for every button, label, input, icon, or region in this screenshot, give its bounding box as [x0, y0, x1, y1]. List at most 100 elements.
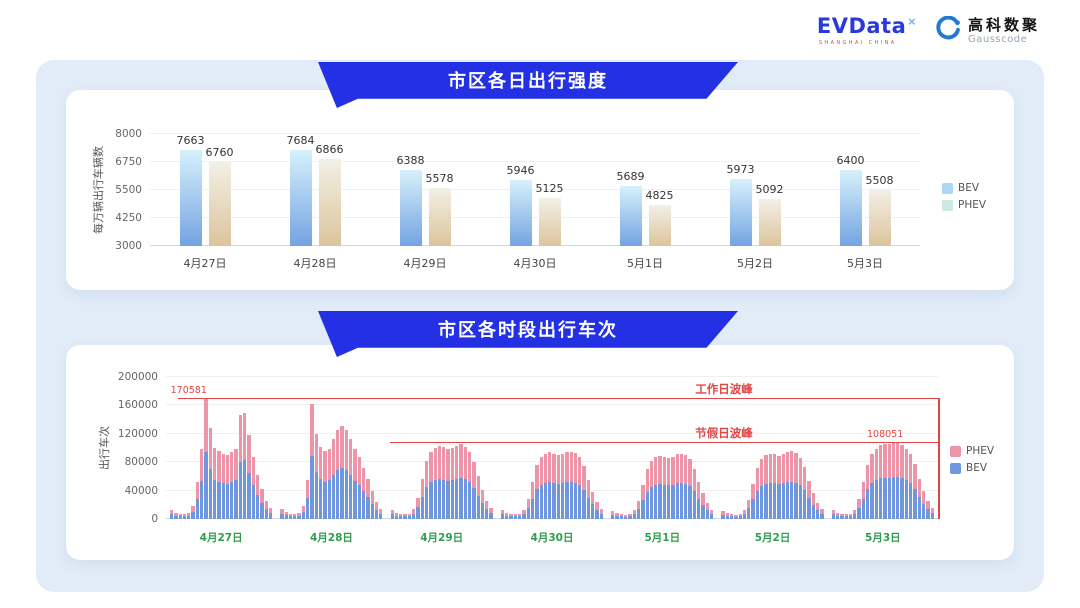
- phev-segment: [518, 513, 522, 517]
- evdata-subtext: SHANGHAI CHINA: [818, 40, 897, 46]
- phev-segment: [883, 443, 887, 478]
- stacked-hour-bar: [848, 513, 853, 519]
- phev-segment: [909, 454, 913, 484]
- legend-item-bev[interactable]: BEV: [950, 462, 994, 474]
- stacked-hour-bar: [212, 448, 217, 519]
- y-axis-tick: 40000: [124, 484, 158, 497]
- legend-label: BEV: [958, 182, 980, 194]
- stacked-hour-bar: [539, 456, 543, 519]
- stacked-hour-bar: [323, 450, 327, 519]
- stacked-hour-bar: [721, 511, 725, 519]
- stacked-hour-bar: [853, 509, 857, 519]
- stacked-hour-bar: [178, 514, 182, 519]
- phev-segment: [742, 510, 747, 515]
- phev-segment: [811, 492, 815, 505]
- phev-segment: [327, 448, 331, 481]
- stacked-hour-bar: [636, 500, 641, 519]
- phev-segment: [476, 476, 480, 496]
- stacked-hour-bar: [234, 448, 238, 519]
- stacked-hour-bar: [513, 514, 518, 519]
- phev-segment: [260, 489, 264, 503]
- phev-segment: [195, 482, 200, 499]
- legend-item-phev[interactable]: PHEV: [942, 199, 986, 211]
- stacked-hour-bar: [615, 513, 619, 519]
- stacked-hour-bar: [195, 482, 200, 519]
- bar-value-label: 5946: [506, 164, 535, 178]
- legend-item-phev[interactable]: PHEV: [950, 445, 994, 457]
- stacked-hour-bar: [543, 453, 548, 519]
- stacked-hour-bar: [913, 464, 917, 519]
- phev-segment: [255, 474, 260, 495]
- phev-segment: [785, 452, 790, 483]
- stacked-hour-bar: [840, 514, 844, 519]
- bev-bar: [509, 180, 532, 246]
- phev-segment: [615, 513, 619, 516]
- phev-segment: [738, 514, 742, 517]
- bar-with-label: 6400: [836, 134, 865, 246]
- stacked-hour-bar: [878, 445, 883, 519]
- stacked-hour-bar: [238, 415, 243, 519]
- phev-segment: [641, 484, 645, 501]
- stacked-hour-bar: [379, 509, 383, 519]
- phev-segment: [835, 512, 840, 516]
- bar-value-label: 6400: [836, 153, 865, 167]
- stacked-hour-bar: [306, 479, 310, 519]
- gridline: [166, 489, 938, 491]
- gausscode-en-name: Gausscode: [967, 34, 1028, 46]
- stacked-hour-bar: [489, 508, 493, 519]
- phev-bar: [428, 188, 451, 246]
- x-axis-date-label: 4月29日: [403, 257, 447, 270]
- phev-segment: [891, 443, 896, 478]
- stacked-hour-bar: [349, 439, 353, 519]
- stacked-hour-bar: [390, 510, 394, 519]
- stacked-hour-bar: [556, 455, 560, 519]
- phev-segment: [353, 449, 357, 481]
- phev-segment: [913, 464, 917, 489]
- legend-item-bev[interactable]: BEV: [942, 182, 986, 194]
- phev-segment: [772, 454, 777, 484]
- stacked-hour-bar: [366, 479, 370, 519]
- phev-segment: [645, 469, 649, 492]
- phev-segment: [489, 508, 493, 514]
- phev-segment: [697, 482, 701, 499]
- phev-segment: [357, 456, 361, 485]
- stacked-hour-bar: [803, 467, 807, 519]
- stacked-hour-bar: [467, 451, 472, 519]
- bev-bar: [289, 150, 312, 246]
- phev-bar: [648, 205, 671, 246]
- stacked-hour-bar: [251, 456, 255, 519]
- stacked-hour-bar: [844, 514, 848, 519]
- bar-with-label: 7663: [176, 134, 205, 246]
- bar-group: 5689 4825 5月1日: [617, 134, 674, 270]
- bar-with-label: 5092: [756, 134, 784, 246]
- phev-segment: [904, 448, 909, 481]
- stacked-hour-bar: [200, 449, 204, 519]
- stacked-hour-bar: [692, 468, 697, 519]
- logo-bar: EVData× SHANGHAI CHINA 高科数聚 Gausscode: [817, 16, 1040, 47]
- phev-segment: [725, 513, 729, 516]
- stacked-hour-bar: [624, 514, 628, 519]
- stacked-hour-bar: [357, 456, 361, 519]
- phev-segment: [649, 460, 654, 487]
- phev-segment: [543, 453, 548, 484]
- holiday-peak-line: [389, 442, 940, 444]
- phev-segment: [379, 509, 383, 514]
- phev-segment: [857, 499, 861, 509]
- day-group: 5月2日: [717, 377, 827, 544]
- stacked-hour-bar: [433, 448, 437, 519]
- stacked-hour-bar: [662, 456, 666, 519]
- gridline: [166, 376, 938, 377]
- phev-segment: [349, 439, 353, 476]
- bar-value-label: 6866: [315, 143, 344, 157]
- phev-segment: [284, 512, 288, 516]
- phev-segment: [247, 435, 251, 473]
- stacked-hour-bar: [666, 457, 671, 519]
- stacked-hour-bar: [459, 444, 463, 519]
- bar-value-label: 7663: [176, 134, 205, 147]
- bar-with-label: 5946: [506, 134, 535, 246]
- phev-segment: [394, 512, 399, 516]
- y-axis-tick: 160000: [117, 399, 158, 412]
- phev-segment: [844, 514, 848, 517]
- stacked-hour-bar: [424, 460, 429, 519]
- stacked-hour-bar: [790, 450, 794, 519]
